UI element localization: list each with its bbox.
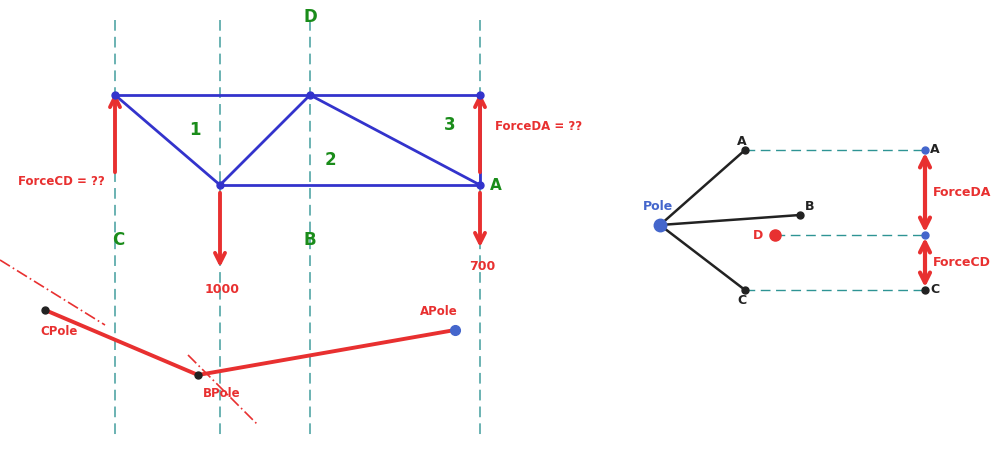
Text: C: C: [737, 294, 746, 307]
Text: CPole: CPole: [40, 325, 77, 338]
Text: ForceDA: ForceDA: [933, 186, 991, 199]
Text: 1000: 1000: [205, 283, 240, 296]
Text: ForceCD: ForceCD: [933, 256, 991, 269]
Text: D: D: [303, 8, 317, 26]
Text: D: D: [753, 229, 763, 242]
Text: A: A: [737, 135, 747, 148]
Text: ForceDA = ??: ForceDA = ??: [495, 120, 582, 133]
Text: BPole: BPole: [203, 387, 241, 400]
Text: Pole: Pole: [643, 200, 673, 213]
Text: 1: 1: [189, 121, 201, 139]
Text: 3: 3: [444, 116, 456, 134]
Text: B: B: [304, 231, 316, 249]
Text: 700: 700: [469, 260, 495, 273]
Text: APole: APole: [420, 305, 458, 318]
Text: C: C: [112, 231, 124, 249]
Text: A: A: [490, 178, 502, 193]
Text: A: A: [930, 143, 940, 156]
Text: ForceCD = ??: ForceCD = ??: [18, 175, 105, 188]
Text: 2: 2: [324, 151, 336, 169]
Text: B: B: [805, 200, 814, 213]
Text: C: C: [930, 283, 939, 296]
